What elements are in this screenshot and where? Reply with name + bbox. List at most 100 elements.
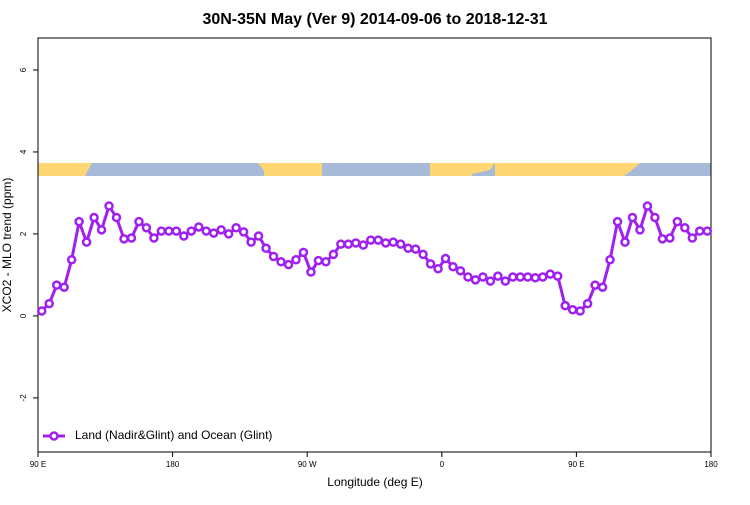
point <box>238 227 249 237</box>
point <box>523 272 533 282</box>
point <box>328 249 339 260</box>
point <box>358 240 369 250</box>
point <box>582 298 593 309</box>
point <box>552 271 563 281</box>
point <box>156 226 167 236</box>
point <box>336 239 346 249</box>
y-tick-label: 4 <box>19 149 28 154</box>
point <box>642 201 653 211</box>
point <box>179 231 189 241</box>
point <box>597 282 608 292</box>
point <box>410 244 421 254</box>
land-band <box>38 163 640 176</box>
y-tick-label: 6 <box>19 67 28 72</box>
point <box>59 282 69 292</box>
point <box>119 234 129 244</box>
point <box>268 251 279 262</box>
point <box>440 253 451 264</box>
point <box>485 276 496 286</box>
point <box>530 273 541 283</box>
point <box>395 239 406 249</box>
legend-marker <box>49 431 59 441</box>
point <box>246 237 256 247</box>
x-tick-label: 180 <box>704 460 718 469</box>
point <box>612 216 623 227</box>
chart-title: 30N-35N May (Ver 9) 2014-09-06 to 2018-1… <box>202 11 547 28</box>
point <box>298 247 309 258</box>
x-tick-label: 0 <box>440 460 445 469</box>
point <box>373 235 383 245</box>
point <box>627 212 638 223</box>
y-axis-label: XCO2 - MLO trend (ppm) <box>0 178 14 313</box>
point <box>567 305 578 315</box>
point <box>164 226 174 236</box>
point <box>231 223 241 233</box>
point <box>343 239 354 249</box>
point <box>620 237 630 247</box>
point <box>493 271 503 281</box>
x-axis-label: Longitude (deg E) <box>327 475 422 489</box>
point <box>89 212 99 223</box>
point <box>111 212 122 223</box>
point <box>590 280 600 290</box>
x-tick-label: 180 <box>166 460 180 469</box>
point <box>448 261 458 272</box>
y-tick-label: 0 <box>19 313 28 318</box>
point <box>425 259 436 269</box>
x-tick-label: 90 E <box>30 460 46 469</box>
point <box>134 216 144 227</box>
point <box>650 212 660 223</box>
point <box>141 223 152 233</box>
point <box>433 264 443 274</box>
point <box>351 238 361 248</box>
plot-frame <box>37 37 712 453</box>
point <box>306 267 316 277</box>
point <box>51 280 62 290</box>
point <box>291 255 301 265</box>
point <box>695 226 705 236</box>
point <box>672 216 683 227</box>
point <box>403 243 413 254</box>
point <box>104 201 114 211</box>
point <box>515 272 526 282</box>
point <box>96 225 107 235</box>
point <box>223 229 234 239</box>
point <box>463 272 473 282</box>
point <box>680 223 690 233</box>
point <box>687 233 698 243</box>
point <box>44 298 54 309</box>
point <box>702 226 713 236</box>
point <box>276 257 286 267</box>
y-tick-label: -2 <box>19 394 28 402</box>
point <box>470 275 481 285</box>
point <box>500 276 511 286</box>
point <box>388 237 398 247</box>
point <box>665 233 675 243</box>
point <box>545 269 555 279</box>
y-tick-label: 2 <box>19 231 28 236</box>
point <box>149 233 159 243</box>
point <box>171 226 182 236</box>
point <box>81 237 92 247</box>
point <box>657 234 668 244</box>
point <box>126 233 137 243</box>
point <box>74 216 84 227</box>
legend-label: Land (Nadir&Glint) and Ocean (Glint) <box>75 428 272 442</box>
point <box>635 225 645 235</box>
point <box>560 300 570 311</box>
point <box>283 259 294 270</box>
point <box>208 228 219 238</box>
point <box>366 235 376 245</box>
point <box>66 255 77 265</box>
point <box>575 306 585 316</box>
point <box>313 255 324 266</box>
point <box>321 257 331 267</box>
point <box>478 272 488 282</box>
point <box>216 225 226 235</box>
point <box>455 266 466 276</box>
point <box>508 272 518 282</box>
point <box>418 249 428 260</box>
x-tick-label: 90 E <box>568 460 584 469</box>
point <box>261 243 271 254</box>
